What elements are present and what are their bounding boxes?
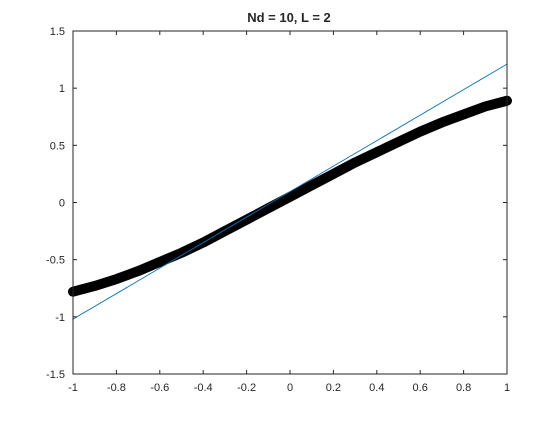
- series-point-black-band: [329, 170, 337, 178]
- series-point-black-band: [264, 204, 272, 212]
- x-tick-label: -0.6: [150, 382, 169, 394]
- x-tick-label: 0.8: [456, 382, 471, 394]
- x-tick-label: 1: [504, 382, 510, 394]
- series-point-black-band: [156, 258, 164, 266]
- y-tick-label: -0.5: [46, 255, 65, 267]
- plot-area-background: [73, 31, 507, 374]
- x-tick-label: 0.6: [413, 382, 428, 394]
- x-tick-label: -0.8: [107, 382, 126, 394]
- x-ticks-layer: -1 -0.8 -0.6 -0.4 -0.2 0 0.2 0.4 0.6 0.8 1: [68, 31, 510, 394]
- series-point-black-band: [481, 102, 489, 110]
- series-point-black-band: [373, 148, 381, 156]
- series-point-black-band: [416, 128, 424, 136]
- series-point-black-band: [395, 138, 402, 146]
- x-tick-label: -1: [68, 382, 78, 394]
- series-point-black-band: [351, 158, 359, 166]
- series-point-black-band: [91, 282, 99, 290]
- series-line-blue: [72, 63, 508, 320]
- y-tick-label: 1: [59, 83, 65, 95]
- x-tick-label: 0: [287, 382, 293, 394]
- chart-title: Nd = 10, L = 2: [247, 10, 331, 25]
- series-point-black-band: [286, 193, 294, 201]
- y-ticks-layer: -1.5 -1 -0.5 0 0.5 1 1.5: [46, 26, 507, 381]
- y-tick-label: 0: [59, 198, 65, 210]
- series-point-black-band: [134, 267, 142, 275]
- x-tick-label: -0.4: [194, 382, 213, 394]
- series-point-black-band: [308, 181, 316, 189]
- x-tick-label: 0.2: [326, 382, 341, 394]
- y-tick-label: 1.5: [50, 26, 65, 38]
- series-point-black-band: [460, 110, 468, 118]
- series-layer: [68, 63, 512, 320]
- y-tick-label: 0.5: [50, 140, 65, 152]
- series-point-black-band: [438, 118, 446, 126]
- y-tick-label: -1.5: [46, 369, 65, 381]
- x-tick-label: -0.2: [237, 382, 256, 394]
- series-point-black-band: [112, 275, 120, 283]
- x-tick-label: 0.4: [369, 382, 384, 394]
- y-tick-label: -1: [55, 312, 65, 324]
